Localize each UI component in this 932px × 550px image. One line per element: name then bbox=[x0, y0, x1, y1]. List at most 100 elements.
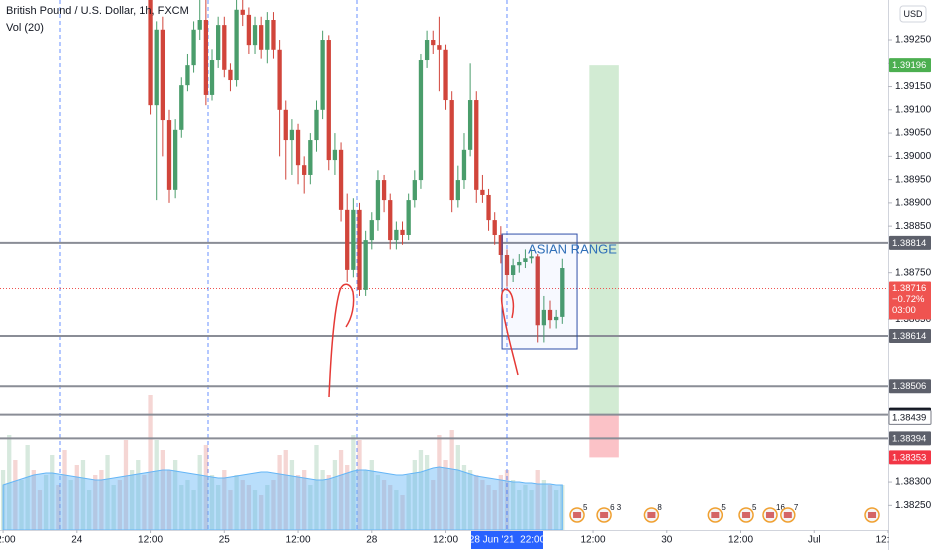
y-tick-label: 1.38950 bbox=[895, 174, 932, 185]
price-label: 1.39196 bbox=[892, 60, 926, 71]
x-tick-label: 12:00 bbox=[138, 535, 163, 546]
volume-bar bbox=[351, 435, 356, 530]
x-tick-label: 24 bbox=[71, 535, 83, 546]
candle-body bbox=[345, 209, 350, 270]
volume-bar bbox=[431, 480, 436, 530]
price-label-bg bbox=[889, 328, 931, 343]
candle-body bbox=[271, 20, 276, 50]
freehand-mark bbox=[500, 288, 519, 376]
candle-body bbox=[314, 109, 319, 141]
volume-bar bbox=[381, 480, 387, 530]
currency-button[interactable] bbox=[899, 5, 927, 23]
plot-area: ASIAN RANGE 5 6 3 8 5 5 16 7 bbox=[0, 0, 888, 530]
event-flag bbox=[711, 512, 720, 518]
candle-body bbox=[252, 25, 258, 46]
candle-body bbox=[209, 60, 215, 95]
volume-bar bbox=[117, 480, 122, 530]
price-label-bg bbox=[889, 58, 931, 73]
price-labels: 1.391961.388141.386141.385061.384451.384… bbox=[888, 58, 932, 465]
volume-bar bbox=[203, 445, 209, 530]
event-flag bbox=[647, 512, 656, 518]
price-label: 1.38439 bbox=[892, 412, 926, 423]
currency-label[interactable]: USD bbox=[903, 9, 923, 19]
candle-body bbox=[535, 256, 540, 326]
price-label-bg bbox=[889, 450, 931, 465]
candle-body bbox=[455, 180, 460, 201]
candle-body bbox=[308, 140, 313, 175]
volume-bar bbox=[394, 490, 399, 530]
volume-bar bbox=[37, 490, 43, 530]
volume-bar bbox=[222, 470, 227, 530]
volume-bar bbox=[185, 480, 190, 530]
volume-bar bbox=[320, 470, 325, 530]
candle-body bbox=[283, 109, 288, 141]
x-tick-label: 12:00 bbox=[875, 535, 900, 546]
volume-bar bbox=[154, 440, 159, 530]
x-tick-label: 12:00 bbox=[0, 535, 16, 546]
volume-bar bbox=[129, 470, 135, 530]
volume-bar bbox=[197, 455, 202, 530]
range-box-label: ASIAN RANGE bbox=[528, 241, 617, 256]
x-tick-label: 12:00 bbox=[728, 535, 753, 546]
candle-body bbox=[504, 254, 510, 276]
candle-body bbox=[240, 9, 245, 15]
volume-bar bbox=[326, 475, 331, 530]
volume-bar bbox=[25, 445, 30, 530]
x-tick-label: Jul bbox=[808, 535, 821, 546]
y-tick-label: 1.38900 bbox=[895, 198, 932, 209]
x-tick-label: 28 bbox=[366, 535, 378, 546]
candle-body bbox=[443, 49, 448, 101]
candle-body bbox=[510, 265, 516, 276]
price-label: 1.38353 bbox=[892, 452, 926, 463]
volume-bar bbox=[259, 495, 264, 530]
y-tick-label: 1.39150 bbox=[895, 81, 932, 92]
chart-title: British Pound / U.S. Dollar, 1h, FXCM bbox=[6, 5, 189, 17]
event-flag bbox=[742, 512, 751, 518]
event-count: 7 bbox=[794, 503, 799, 512]
time-axis: 12:00 24 12:00 25 12:00 28 12:00 12:00 30 12:00 Ju… bbox=[0, 530, 932, 550]
volume-bar bbox=[461, 465, 467, 530]
candle-body bbox=[467, 100, 473, 150]
volume-bar bbox=[19, 480, 24, 530]
volume-bar bbox=[547, 485, 553, 530]
volume-bar bbox=[216, 485, 221, 530]
price-axis: 1.392501.392001.391501.391001.390501.390… bbox=[888, 0, 932, 550]
volume-bar bbox=[467, 470, 473, 530]
volume-bar bbox=[541, 480, 547, 530]
volume-bar bbox=[338, 450, 344, 530]
price-label: 1.38614 bbox=[892, 331, 926, 342]
volume-bar bbox=[412, 460, 417, 530]
candle-body bbox=[148, 0, 153, 106]
candle-body bbox=[265, 20, 270, 50]
volume-bar bbox=[123, 440, 129, 530]
volume-bar bbox=[56, 485, 61, 530]
y-tick-label: 1.39050 bbox=[895, 128, 932, 139]
candle-body bbox=[295, 129, 301, 166]
current-price-countdown: 03:00 bbox=[892, 305, 916, 316]
candle-body bbox=[172, 129, 178, 190]
volume-bar bbox=[209, 475, 215, 530]
volume-bar bbox=[172, 460, 178, 530]
volume-bar bbox=[240, 480, 245, 530]
x-tick-label: 12:00 bbox=[433, 535, 458, 546]
volume-bar bbox=[492, 490, 497, 530]
volume-bar bbox=[554, 490, 559, 530]
volume-bar bbox=[474, 475, 479, 530]
drawings bbox=[328, 283, 519, 398]
indicator-label: Vol (20) bbox=[6, 22, 44, 34]
volume-bar bbox=[277, 455, 282, 530]
candle-body bbox=[160, 29, 166, 121]
candle-body bbox=[326, 40, 331, 161]
candle-body bbox=[517, 261, 522, 266]
price-label: 1.38814 bbox=[892, 238, 926, 249]
volume-bar bbox=[142, 475, 147, 530]
candle-body bbox=[554, 316, 559, 321]
price-label-bg bbox=[889, 379, 931, 394]
volume-bar bbox=[449, 430, 454, 530]
price-label-bg bbox=[889, 235, 931, 250]
candle-body bbox=[259, 25, 264, 50]
volume-bar bbox=[400, 495, 405, 530]
candle-body bbox=[541, 309, 547, 326]
y-tick-label: 1.38250 bbox=[895, 500, 932, 511]
